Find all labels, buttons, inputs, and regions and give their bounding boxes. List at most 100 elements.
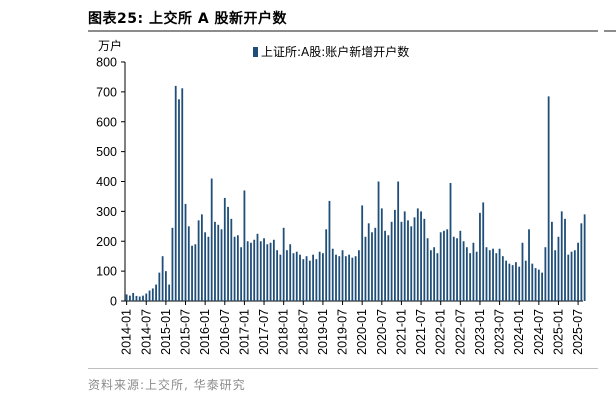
bar-2024-05 <box>531 263 534 301</box>
bar-2025-01 <box>557 236 560 301</box>
bar-2024-11 <box>551 221 553 301</box>
bar-2019-11 <box>354 256 357 301</box>
bar-2017-10 <box>272 239 275 301</box>
bar-2018-10 <box>312 254 315 301</box>
x-tick-label: 2023-01 <box>473 309 487 355</box>
bar-2022-12 <box>475 251 478 301</box>
bar-2017-08 <box>266 244 269 301</box>
bar-2017-03 <box>250 242 252 301</box>
bar-2020-02 <box>364 236 367 301</box>
bar-2014-12 <box>161 256 164 301</box>
bar-2021-02 <box>403 211 406 302</box>
x-tick-label: 2018-01 <box>277 309 291 355</box>
bar-2016-01 <box>204 232 207 301</box>
bar-2019-03 <box>328 200 331 301</box>
x-tick-label: 2018-07 <box>296 309 310 355</box>
bar-2020-06 <box>377 181 380 301</box>
bar-2015-10 <box>194 244 197 301</box>
bar-2022-01 <box>439 232 442 301</box>
bar-2024-03 <box>524 260 527 301</box>
bar-2021-10 <box>429 250 432 301</box>
bar-2022-06 <box>456 238 458 301</box>
bar-2021-08 <box>423 218 426 301</box>
bar-2022-03 <box>446 229 449 301</box>
bar-2016-10 <box>233 236 236 301</box>
x-tick-label: 2021-01 <box>394 309 408 355</box>
x-tick-label: 2015-07 <box>179 309 193 355</box>
y-tick-label: 300 <box>96 205 117 219</box>
y-tick-label: 500 <box>96 145 117 159</box>
bar-2015-09 <box>191 245 193 301</box>
adjacent-figure-rule <box>604 30 616 32</box>
bar-2018-02 <box>286 250 288 301</box>
bar-2019-09 <box>348 254 350 301</box>
bar-2018-09 <box>308 260 311 301</box>
x-tick-label: 2020-07 <box>375 309 389 355</box>
bar-2015-11 <box>197 220 200 301</box>
bar-2023-07 <box>498 248 501 301</box>
x-tick-label: 2020-01 <box>355 309 369 355</box>
bar-2014-04 <box>135 295 138 301</box>
bar-2019-08 <box>344 256 347 301</box>
y-tick-label: 800 <box>96 56 117 70</box>
bar-2019-10 <box>351 257 354 301</box>
bar-2015-06 <box>181 88 184 301</box>
bar-2021-07 <box>420 211 422 302</box>
bar-2016-12 <box>240 247 243 301</box>
bar-2014-09 <box>151 288 154 301</box>
bar-2021-09 <box>426 238 429 301</box>
x-tick-label: 2025-07 <box>571 309 585 355</box>
bar-2018-06 <box>299 254 301 301</box>
bar-2019-02 <box>325 229 328 301</box>
bar-2017-06 <box>259 241 262 301</box>
bar-2016-08 <box>227 206 229 301</box>
bar-2021-01 <box>400 221 403 301</box>
bar-2019-12 <box>358 250 360 301</box>
bar-2014-02 <box>129 295 131 301</box>
bar-2020-01 <box>361 205 364 301</box>
bar-2021-12 <box>436 253 439 301</box>
bar-2014-01 <box>125 294 128 301</box>
y-tick-label: 0 <box>110 295 117 309</box>
x-tick-label: 2019-07 <box>336 309 350 355</box>
bar-2019-07 <box>341 250 344 301</box>
bar-2023-09 <box>505 260 508 301</box>
x-tick-label: 2014-07 <box>139 309 153 355</box>
bar-2023-06 <box>495 253 498 301</box>
x-axis: 2014-01 2014-07 2015-01 2015-07 2016-01 2016-… <box>120 300 585 355</box>
bar-2017-04 <box>253 239 256 301</box>
bar-2024-06 <box>534 268 537 301</box>
x-tick-label: 2021-07 <box>414 309 428 355</box>
bar-2024-04 <box>528 229 530 301</box>
bar-2022-09 <box>465 247 468 301</box>
bar-2019-04 <box>331 248 334 301</box>
bar-2016-09 <box>230 218 233 301</box>
x-tick-label: 2017-01 <box>237 309 251 355</box>
bar-2025-03 <box>564 218 566 301</box>
bar-2024-07 <box>537 269 540 301</box>
bar-2023-02 <box>482 202 485 301</box>
bar-2021-04 <box>410 226 413 301</box>
bar-2024-10 <box>547 96 550 301</box>
bar-2015-12 <box>200 214 203 301</box>
bar-2021-06 <box>416 208 419 301</box>
bar-2023-05 <box>492 248 494 301</box>
bar-2022-02 <box>443 230 445 301</box>
bar-2022-05 <box>452 236 455 301</box>
bar-2025-02 <box>560 211 563 302</box>
bar-2021-05 <box>413 217 416 301</box>
bar-2018-03 <box>289 244 292 301</box>
x-tick-label: 2016-01 <box>198 309 212 355</box>
bar-2020-12 <box>397 181 400 301</box>
x-tick-label: 2022-01 <box>434 309 448 355</box>
y-tick-label: 700 <box>96 85 117 99</box>
bar-2014-03 <box>132 292 135 301</box>
bar-2020-04 <box>371 232 373 301</box>
bar-2015-03 <box>171 227 174 301</box>
source-rule <box>88 368 598 369</box>
y-tick-label: 600 <box>96 115 117 129</box>
bar-2022-08 <box>462 241 465 301</box>
bar-2014-06 <box>142 295 144 301</box>
bar-2020-09 <box>387 235 390 301</box>
